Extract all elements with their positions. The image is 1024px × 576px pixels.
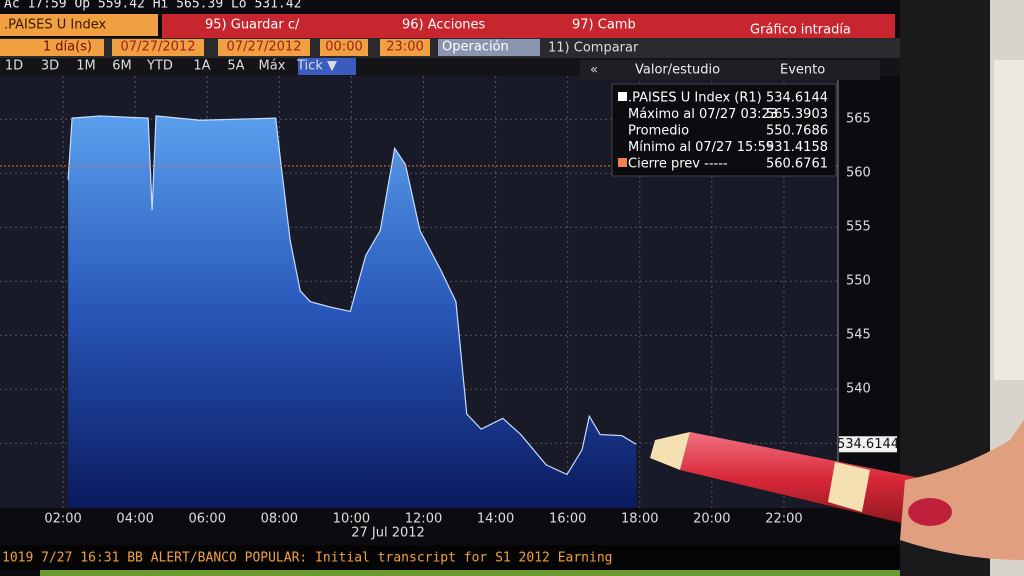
legend-label: Mínimo al 07/27 15:59 [628,140,774,155]
legend-value: 560.6761 [766,157,828,172]
x-tick-label: 10:00 [333,512,370,527]
x-tick-label: 02:00 [44,512,81,527]
ticker-box [0,14,158,36]
field[interactable] [0,39,104,56]
range-button[interactable]: 3D [41,59,59,74]
fingernail [908,498,952,526]
chart: 02:00 04:00 06:00 08:00 10:00 12:00 14:00 16:00… [0,76,899,527]
legend-value: 534.6144 [766,91,828,106]
end-time: 23:00 [386,40,423,55]
legend-value: 565.3903 [766,107,828,122]
x-tick-label: 12:00 [405,512,442,527]
y-tick-label: 565 [846,112,871,127]
y-tick-label: 545 [846,328,871,343]
legend-swatch [618,92,627,101]
menu-item[interactable]: 97) Camb [572,18,636,33]
quote-line: Ac 17:59 Op 559.42 Hi 565.39 Lo 531.42 [4,0,301,12]
legend-label: Cierre prev ----- [628,157,728,172]
compare[interactable]: 11) Comparar [548,41,639,56]
y-tick-label: 540 [846,382,871,397]
menu-bar [162,14,895,38]
range-button[interactable]: 1A [193,59,210,74]
tick-button[interactable] [298,58,356,75]
range-button[interactable]: 1D [5,59,23,74]
x-tick-label: 04:00 [116,512,153,527]
menu-item[interactable]: 95) Guardar c/ [205,18,300,33]
x-tick-label: 22:00 [765,512,802,527]
legend-swatch [618,158,627,167]
mode: Operación [442,40,509,55]
panel-tab[interactable]: Evento [780,63,825,78]
x-tick-label: 06:00 [189,512,226,527]
last-value-label: 534.6144 [837,437,899,452]
y-tick-label: 555 [846,220,871,235]
y-tick-label: 560 [846,166,871,181]
y-tick-label: 550 [846,274,871,289]
period: 1 día(s) [43,40,92,55]
area-fill [68,115,637,509]
panel-tab[interactable]: Valor/estudio [635,63,720,78]
field[interactable] [380,39,430,56]
x-tick-label: 18:00 [621,512,658,527]
price-line [67,115,637,476]
pointer-band [828,462,870,512]
legend-value: 550.7686 [766,124,828,139]
news-ticker: 1019 7/27 16:31 BB ALERT/BANCO POPULAR: … [2,551,612,566]
x-tick-label: 08:00 [261,512,298,527]
legend-value: 531.4158 [766,140,828,155]
pointer [650,420,1024,560]
x-tick-label: 20:00 [693,512,730,527]
range-button[interactable]: Tick ▼ [296,59,337,74]
menu-title: Gráfico intradía [750,23,851,38]
field[interactable] [218,39,310,56]
strip [40,570,900,576]
ticker: .PAISES U Index [4,18,106,33]
x-tick-label: 14:00 [477,512,514,527]
range-button[interactable]: 6M [112,59,132,74]
dropdown[interactable] [438,39,540,56]
x-tick-label: 16:00 [549,512,586,527]
end-date: 07/27/2012 [227,40,302,55]
range-buttons: 1D 3D 1M 6M YTD 1A 5A Máx Tick ▼ [5,59,337,74]
legend-label: .PAISES U Index (R1) [628,91,762,106]
panel-collapse[interactable]: « [590,63,598,78]
field[interactable] [320,39,368,56]
legend-box [611,83,837,177]
blinds [994,60,1024,380]
range-button[interactable]: YTD [146,59,173,74]
field[interactable] [112,39,204,56]
range-button[interactable]: 5A [227,59,244,74]
range-button[interactable]: Máx [259,59,286,74]
pointer-tip [650,432,690,470]
start-time: 00:00 [325,40,362,55]
last-value-box [839,436,897,453]
legend-label: Promedio [628,124,689,139]
news-bar [0,545,900,570]
x-axis-label: 27 Jul 2012 [351,526,425,541]
legend-label: Máximo al 07/27 03:23 [628,107,778,122]
range-button[interactable]: 1M [76,59,96,74]
menu-item[interactable]: 96) Acciones [402,18,486,33]
start-date: 07/27/2012 [121,40,196,55]
panel-tabs [580,60,880,80]
